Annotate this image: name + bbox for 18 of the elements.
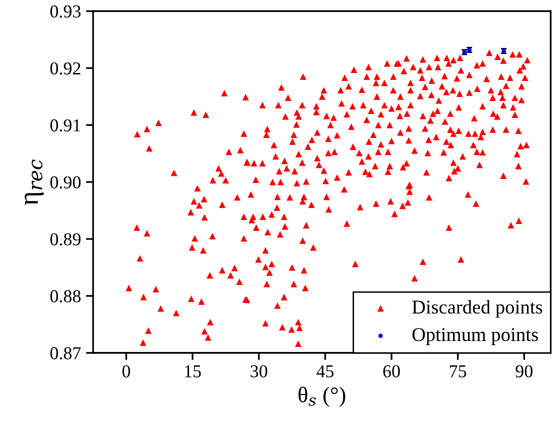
- x-tick-label: 90: [516, 365, 532, 378]
- y-tick-label: 0.87: [50, 347, 81, 360]
- y-tick-label: 0.90: [50, 176, 81, 189]
- x-tick-label: 15: [185, 365, 201, 378]
- x-tick-label: 30: [250, 365, 268, 378]
- y-axis-title: η$_{rec}$: [24, 160, 44, 206]
- x-axis-title: θ$_{s}$ (°): [298, 386, 346, 407]
- y-tick-label: 0.91: [50, 119, 80, 132]
- x-tick-label: 45: [316, 365, 334, 378]
- x-tick-label: 0: [122, 365, 130, 378]
- legend-label: Discarded points: [412, 300, 542, 318]
- y-tick-label: 0.92: [50, 62, 80, 75]
- y-tick-label: 0.88: [50, 290, 81, 302]
- y-tick-label: 0.93: [50, 5, 81, 18]
- legend-label: Optimum points: [412, 328, 538, 346]
- x-tick-label: 75: [450, 365, 466, 378]
- y-tick-label: 0.89: [50, 233, 81, 246]
- x-tick-label: 60: [383, 365, 400, 378]
